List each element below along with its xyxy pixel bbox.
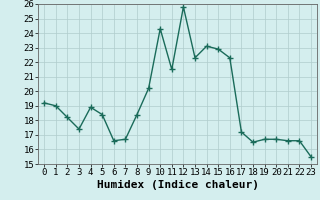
- X-axis label: Humidex (Indice chaleur): Humidex (Indice chaleur): [97, 180, 259, 190]
